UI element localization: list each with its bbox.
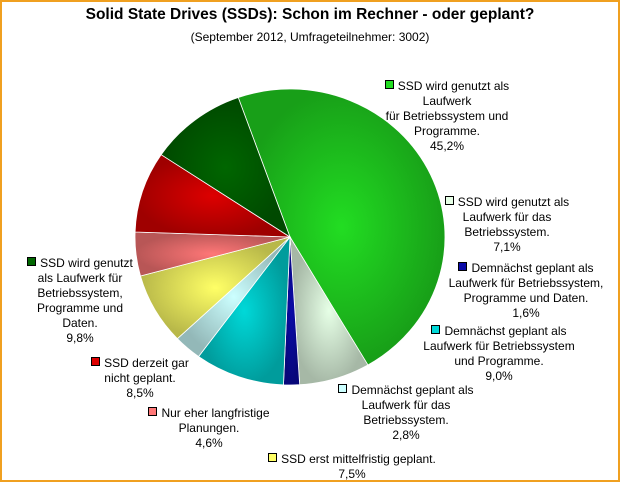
pie-slice-8	[134, 154, 292, 238]
slice-label-1: SSD wird genutzt als Laufwerk für Betrie…	[384, 79, 510, 153]
legend-swatch	[338, 384, 348, 393]
pie-slice-1	[237, 88, 446, 366]
chart-subtitle: (September 2012, Umfrageteilnehmer: 3002…	[190, 30, 430, 44]
slice-label-9: SSD wird genutzt als Laufwerk für Betrie…	[26, 256, 134, 346]
slice-label-2: SSD wird genutzt als Laufwerk für das Be…	[444, 195, 570, 255]
slice-label-3: Demnächst geplant als Laufwerk für Betri…	[448, 261, 604, 320]
slice-label-4: Demnächst geplant als Laufwerk für Betri…	[423, 324, 575, 383]
slice-label-7: Nur eher langfristige Planungen. 4,6%	[143, 406, 275, 451]
legend-swatch	[384, 80, 394, 89]
legend-swatch	[268, 453, 278, 462]
legend-swatch	[444, 196, 454, 205]
slice-label-5: Demnächst geplant als Laufwerk für das B…	[338, 383, 474, 443]
pie-slice-9	[160, 96, 291, 238]
legend-swatch	[91, 357, 101, 366]
slice-label-8: SSD derzeit gar nicht geplant. 8,5%	[86, 356, 194, 401]
legend-swatch	[148, 407, 158, 416]
legend-swatch	[27, 257, 37, 266]
pie-slice-4	[198, 235, 291, 386]
slice-label-6: SSD erst mittelfristig geplant. 7,5%	[262, 452, 442, 482]
legend-swatch	[458, 262, 468, 271]
chart-title: Solid State Drives (SSDs): Schon im Rech…	[85, 6, 535, 23]
legend-swatch	[431, 325, 441, 334]
